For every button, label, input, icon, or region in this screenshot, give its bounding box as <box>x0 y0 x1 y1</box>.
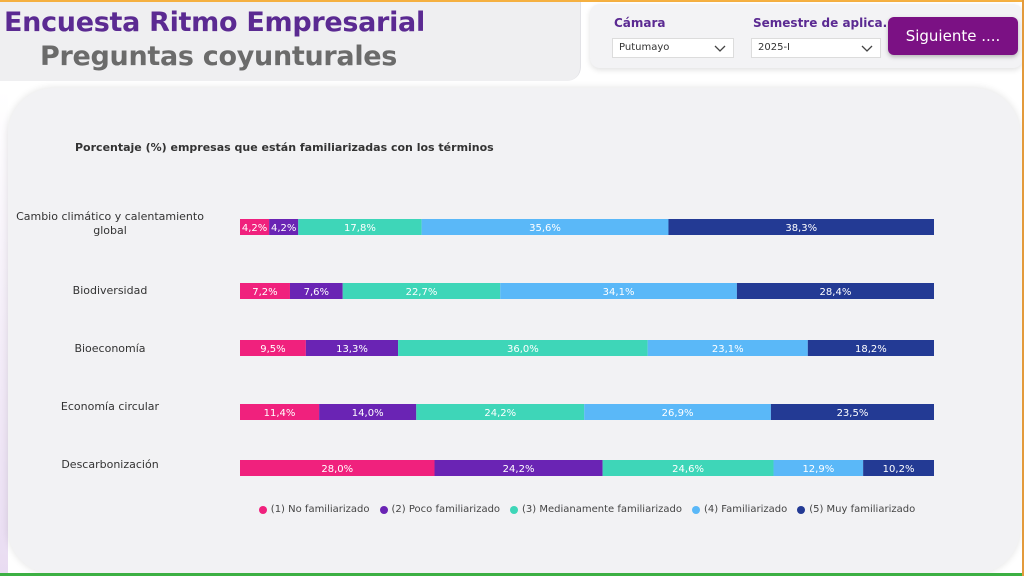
filter-panel: Cámara Putumayo Semestre de aplica... 20… <box>590 4 1023 68</box>
next-button[interactable]: Siguiente .... <box>888 17 1018 55</box>
bottom-accent-line <box>0 573 1024 576</box>
page-title: Encuesta Ritmo Empresarial <box>4 7 425 38</box>
legend-item[interactable]: (3) Medianamente familiarizado <box>510 504 682 515</box>
bar-data-label: 18,2% <box>855 344 887 355</box>
bar-segment[interactable] <box>773 460 864 476</box>
bar-data-label: 10,2% <box>883 464 915 475</box>
legend-label: (1) No familiarizado <box>270 504 370 515</box>
category-label: Descarbonización <box>61 458 159 471</box>
bar-data-label: 11,4% <box>264 408 296 419</box>
bar-data-label: 35,6% <box>529 223 561 234</box>
bar-data-label: 28,4% <box>820 287 852 298</box>
bar-data-label: 34,1% <box>603 287 635 298</box>
legend-item[interactable]: (2) Poco familiarizado <box>379 504 501 515</box>
legend-swatch <box>691 505 700 514</box>
bar-segment[interactable] <box>500 283 737 299</box>
bar-segment[interactable] <box>434 460 603 476</box>
bar-segment[interactable] <box>289 283 343 299</box>
chevron-down-icon <box>714 45 726 52</box>
bar-segment[interactable] <box>240 283 290 299</box>
chevron-down-icon <box>861 45 873 52</box>
bar-data-label: 7,2% <box>252 287 277 298</box>
bar-data-label: 4,2% <box>242 223 267 234</box>
bar-data-label: 24,2% <box>503 464 535 475</box>
bar-data-label: 12,9% <box>802 464 834 475</box>
bar-segment[interactable] <box>421 219 669 235</box>
legend-item[interactable]: (5) Muy familiarizado <box>797 504 915 515</box>
legend-swatch <box>510 505 519 514</box>
bar-segment[interactable] <box>305 340 399 356</box>
bar-segment[interactable] <box>319 404 417 420</box>
bar-data-label: 4,2% <box>271 223 296 234</box>
top-accent-line <box>0 0 1024 2</box>
bar-data-label: 23,5% <box>837 408 869 419</box>
chart-card <box>8 88 1020 574</box>
header-card: Encuesta Ritmo Empresarial Preguntas coy… <box>0 2 581 81</box>
camara-dropdown[interactable]: Putumayo <box>612 38 734 58</box>
bar-data-label: 22,7% <box>406 287 438 298</box>
legend-swatch <box>379 505 388 514</box>
bar-segment[interactable] <box>807 340 934 356</box>
bar-data-label: 13,3% <box>336 344 368 355</box>
bar-data-label: 26,9% <box>662 408 694 419</box>
bar-segment[interactable] <box>240 460 435 476</box>
camara-filter-label: Cámara <box>614 16 666 30</box>
bar-segment[interactable] <box>584 404 771 420</box>
bar-data-label: 23,1% <box>712 344 744 355</box>
bar-segment[interactable] <box>863 460 934 476</box>
bar-segment[interactable] <box>602 460 774 476</box>
legend-swatch <box>797 505 806 514</box>
semestre-dropdown[interactable]: 2025-I <box>751 38 881 58</box>
legend-swatch <box>258 505 267 514</box>
bar-segment[interactable] <box>298 219 422 235</box>
legend-label: (4) Familiarizado <box>703 504 788 515</box>
bar-segment[interactable] <box>647 340 808 356</box>
bar-segment[interactable] <box>240 404 320 420</box>
page-subtitle: Preguntas coyunturales <box>40 41 398 72</box>
bar-segment[interactable] <box>668 219 934 235</box>
bar-data-label: 24,6% <box>672 464 704 475</box>
bar-segment[interactable] <box>269 219 299 235</box>
category-label: Biodiversidad <box>72 284 148 297</box>
chart-legend: (1) No familiarizado (2) Poco familiariza… <box>0 504 1024 515</box>
legend-label: (2) Poco familiarizado <box>391 504 501 515</box>
semestre-filter-label: Semestre de aplica... <box>753 16 897 30</box>
bar-segment[interactable] <box>342 283 501 299</box>
camara-dropdown-value: Putumayo <box>619 42 670 53</box>
bar-data-label: 9,5% <box>260 344 285 355</box>
bar-data-label: 24,2% <box>484 408 516 419</box>
bar-data-label: 36,0% <box>507 344 539 355</box>
category-label: Cambio climático y calentamiento global <box>16 210 204 237</box>
chart-title: Porcentaje (%) empresas que están famili… <box>75 141 494 154</box>
category-label: Economía circular <box>60 400 160 413</box>
legend-label: (3) Medianamente familiarizado <box>522 504 682 515</box>
bar-segment[interactable] <box>736 283 934 299</box>
bar-segment[interactable] <box>240 219 270 235</box>
bar-data-label: 14,0% <box>352 408 384 419</box>
legend-item[interactable]: (4) Familiarizado <box>691 504 788 515</box>
bar-data-label: 28,0% <box>321 464 353 475</box>
bar-segment[interactable] <box>416 404 585 420</box>
bar-segment[interactable] <box>240 340 306 356</box>
legend-label: (5) Muy familiarizado <box>809 504 916 515</box>
right-accent-line <box>1022 0 1024 576</box>
legend-item[interactable]: (1) No familiarizado <box>258 504 370 515</box>
bar-data-label: 38,3% <box>785 223 817 234</box>
bar-data-label: 17,8% <box>344 223 376 234</box>
bar-segment[interactable] <box>770 404 934 420</box>
semestre-dropdown-value: 2025-I <box>758 42 791 53</box>
left-edge-decoration <box>0 90 8 574</box>
bar-segment[interactable] <box>398 340 648 356</box>
category-label: Bioeconomía <box>74 342 146 355</box>
bar-data-label: 7,6% <box>304 287 329 298</box>
